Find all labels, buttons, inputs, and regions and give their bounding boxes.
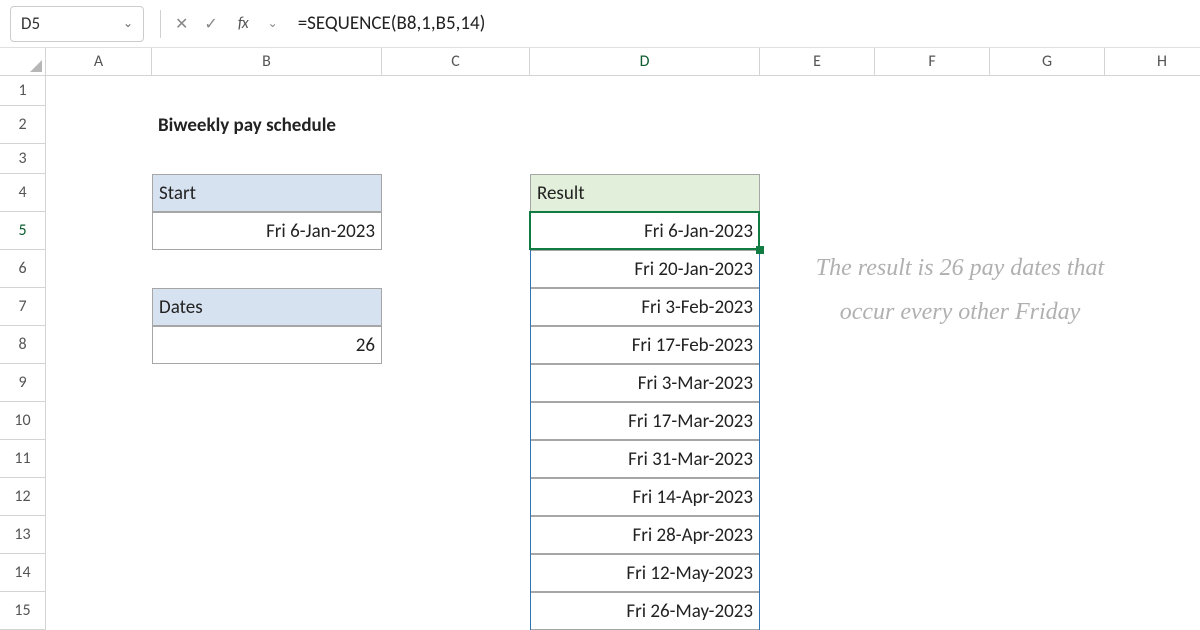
- row-header-10[interactable]: 10: [0, 402, 46, 440]
- column-header-H[interactable]: H: [1105, 48, 1200, 76]
- formula-input[interactable]: =SEQUENCE(B8,1,B5,14): [278, 12, 1200, 35]
- row-header-15[interactable]: 15: [0, 592, 46, 630]
- divider: [160, 10, 161, 38]
- formula-bar-buttons: ✕ ✓ fx ⌄: [175, 14, 278, 34]
- result-cell[interactable]: Fri 20-Jan-2023: [530, 250, 760, 288]
- column-header-C[interactable]: C: [382, 48, 530, 76]
- dates-header-cell[interactable]: Dates: [152, 288, 382, 326]
- result-cell[interactable]: Fri 3-Mar-2023: [530, 364, 760, 402]
- formula-bar: D5 ⌄ ✕ ✓ fx ⌄ =SEQUENCE(B8,1,B5,14): [0, 0, 1200, 48]
- chevron-down-icon[interactable]: ⌄: [268, 16, 278, 31]
- start-header-cell[interactable]: Start: [152, 174, 382, 212]
- column-headers: ABCDEFGH: [46, 48, 1200, 76]
- column-header-A[interactable]: A: [46, 48, 152, 76]
- result-cell[interactable]: Fri 26-May-2023: [530, 592, 760, 630]
- row-header-13[interactable]: 13: [0, 516, 46, 554]
- fx-icon[interactable]: fx: [238, 14, 248, 33]
- column-header-B[interactable]: B: [152, 48, 382, 76]
- row-header-3[interactable]: 3: [0, 144, 46, 174]
- row-headers: 123456789101112131415: [0, 76, 46, 630]
- result-cell[interactable]: Fri 14-Apr-2023: [530, 478, 760, 516]
- chevron-down-icon[interactable]: ⌄: [123, 16, 133, 31]
- dates-value-cell[interactable]: 26: [152, 326, 382, 364]
- row-header-2[interactable]: 2: [0, 106, 46, 144]
- row-header-14[interactable]: 14: [0, 554, 46, 592]
- row-header-4[interactable]: 4: [0, 174, 46, 212]
- accept-icon[interactable]: ✓: [204, 14, 217, 34]
- result-cell[interactable]: Fri 12-May-2023: [530, 554, 760, 592]
- spreadsheet[interactable]: ABCDEFGH 123456789101112131415 Biweekly …: [0, 48, 1200, 630]
- row-header-12[interactable]: 12: [0, 478, 46, 516]
- row-header-6[interactable]: 6: [0, 250, 46, 288]
- result-cell[interactable]: Fri 17-Feb-2023: [530, 326, 760, 364]
- row-header-9[interactable]: 9: [0, 364, 46, 402]
- result-cell[interactable]: Fri 31-Mar-2023: [530, 440, 760, 478]
- result-cell[interactable]: Fri 6-Jan-2023: [530, 212, 760, 250]
- grid-area[interactable]: Biweekly pay scheduleStartFri 6-Jan-2023…: [46, 76, 1200, 630]
- result-cell[interactable]: Fri 28-Apr-2023: [530, 516, 760, 554]
- annotation-text: The result is 26 pay dates that occur ev…: [800, 246, 1120, 335]
- name-box-value: D5: [21, 13, 40, 34]
- name-box[interactable]: D5 ⌄: [10, 6, 144, 42]
- result-cell[interactable]: Fri 3-Feb-2023: [530, 288, 760, 326]
- select-all-corner[interactable]: [0, 48, 46, 76]
- column-header-G[interactable]: G: [990, 48, 1105, 76]
- row-header-11[interactable]: 11: [0, 440, 46, 478]
- row-header-7[interactable]: 7: [0, 288, 46, 326]
- column-header-D[interactable]: D: [530, 48, 760, 76]
- result-header-cell[interactable]: Result: [530, 174, 760, 212]
- row-header-5[interactable]: 5: [0, 212, 46, 250]
- cancel-icon[interactable]: ✕: [175, 14, 188, 34]
- column-header-E[interactable]: E: [760, 48, 875, 76]
- row-header-1[interactable]: 1: [0, 76, 46, 106]
- row-header-8[interactable]: 8: [0, 326, 46, 364]
- column-header-F[interactable]: F: [875, 48, 990, 76]
- start-value-cell[interactable]: Fri 6-Jan-2023: [152, 212, 382, 250]
- result-cell[interactable]: Fri 17-Mar-2023: [530, 402, 760, 440]
- title-cell[interactable]: Biweekly pay schedule: [152, 106, 382, 144]
